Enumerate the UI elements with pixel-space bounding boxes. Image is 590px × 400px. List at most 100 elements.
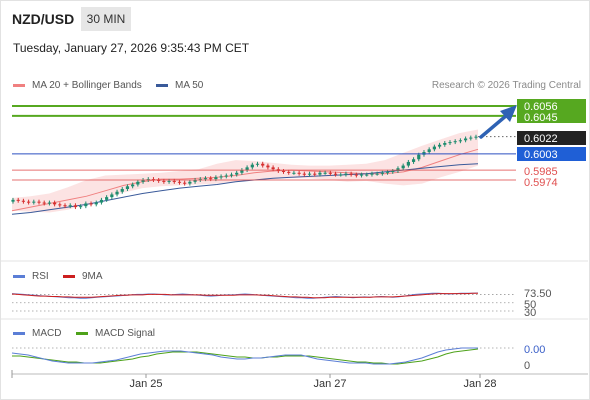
x-axis-tick-label: Jan 25 [129,378,162,390]
candle-body [203,178,208,180]
bollinger-band-area [12,129,478,213]
rsi-label-last: 73.50 [524,288,552,300]
candle-body [89,203,93,205]
candle-body [443,143,447,145]
macd-signal-swatch [76,332,88,335]
legend-macd-signal-label: MACD Signal [95,328,156,339]
price-label-last: 0.6022 [524,133,558,145]
candle-body [463,138,468,141]
target-label-bg [517,99,586,123]
candle-body [339,174,343,176]
candle-body [37,201,41,203]
x-axis-tick-label: Jan 27 [313,378,346,390]
legend-rsi-ma-label: 9MA [82,271,103,282]
candle-body [354,174,358,176]
candle-body [84,203,88,207]
candle-body [209,178,213,180]
candle-body [437,144,442,147]
forecast-arrow-head [500,105,517,122]
timestamp: Tuesday, January 27, 2026 9:35:43 PM CET [13,41,250,55]
candle-body [47,202,52,204]
candle-body [235,172,239,175]
legend-ma50: MA 50 [156,80,203,91]
candle-body [261,163,265,166]
candle-body [120,189,124,192]
legend-ma20-bb: MA 20 + Bollinger Bands [13,80,142,91]
candle-body [344,173,348,175]
candle-body [141,180,145,182]
candle-body [359,174,364,176]
legend-rsi-label: RSI [32,271,49,282]
legend-macd: MACD [13,328,61,339]
price-label-pivot: 0.6003 [524,149,558,161]
candle-body [53,202,57,205]
candle-body [287,171,291,173]
candle-body [292,172,296,174]
macd-label-last: 0.00 [524,344,545,356]
candle-body [328,172,332,174]
candle-body [375,173,379,175]
rsi-label-30: 30 [524,307,536,319]
candle-body [380,172,384,174]
price-label-support-2: 0.5974 [524,177,558,189]
candle-body [136,181,140,185]
price-label-0056: 0.6056 [524,101,558,113]
candle-body [474,136,478,138]
legend-macd-signal: MACD Signal [76,328,155,339]
candle-body [68,205,72,207]
rsi-ma-swatch [63,275,75,278]
candle-body [245,167,249,171]
legend-ma50-label: MA 50 [175,80,204,91]
candle-body [318,172,322,175]
price-label-0045: 0.6045 [524,112,558,124]
candle-body [406,161,410,166]
macd-swatch [13,332,25,335]
candle-body [297,172,301,174]
x-axis-tick-label: Jan 28 [463,378,496,390]
candle-body [401,165,405,169]
last-price-label-bg [517,131,586,145]
legend-rsi-ma: 9MA [63,271,103,282]
legend-ma20-label: MA 20 + Bollinger Bands [32,80,142,91]
ma50-swatch [156,84,168,87]
candle-body [73,205,78,208]
candle-body [172,180,176,182]
candle-body [125,186,130,190]
candle-body [323,172,327,174]
candle-body [16,199,20,201]
instrument-symbol: NZD/USD [12,11,75,27]
price-label-support-1: 0.5985 [524,166,558,178]
candle-body [391,170,395,172]
candle-body [458,140,462,142]
candle-body [448,142,452,144]
candle-body [417,154,421,160]
rsi-ma-line [11,292,478,299]
pivot-label-bg [517,147,586,161]
candle-body [469,137,473,139]
candle-body [188,181,192,184]
candle-body [79,206,83,208]
forecast-arrow-shaft [479,113,509,139]
timeframe-badge[interactable]: 30 MIN [81,7,131,31]
candle-body [58,204,62,206]
candle-body [131,184,135,187]
candle-body [453,141,457,143]
candle-body [193,180,197,182]
ma20-swatch [13,84,25,87]
candle-body [349,173,353,175]
candle-body [255,163,260,165]
candle-body [313,173,317,175]
candle-body [411,159,416,162]
candle-body [21,200,26,202]
candle-body [427,149,431,153]
candle-body [302,173,306,175]
candle-body [432,146,436,150]
candle-body [307,173,312,175]
macd-line [11,347,478,365]
candle-body [365,174,369,176]
candle-body [250,164,254,168]
legend-rsi: RSI [13,271,49,282]
candle-body [229,174,234,176]
candle-body [240,170,244,173]
